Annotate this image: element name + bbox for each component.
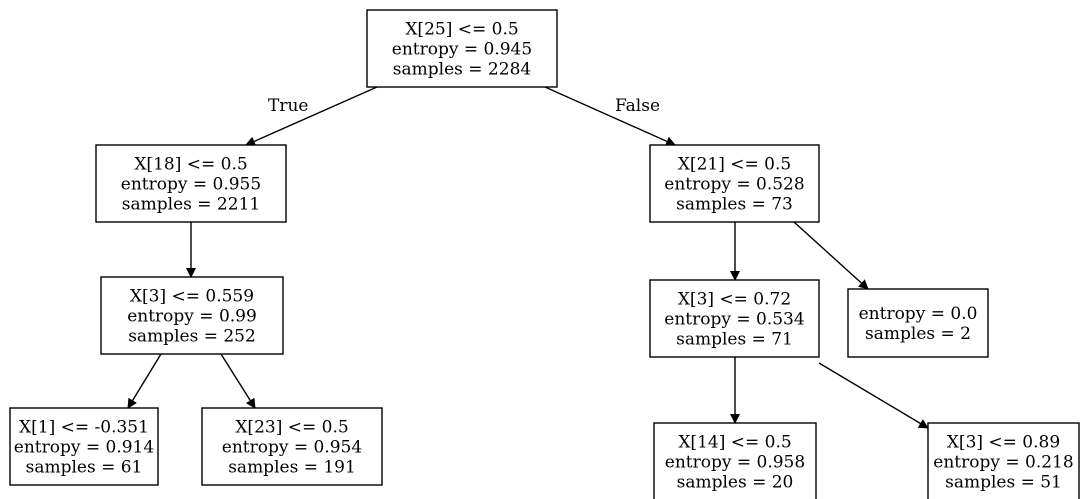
node-text-line: entropy = 0.955 (121, 175, 261, 195)
node-text-line: X[14] <= 0.5 (678, 433, 791, 453)
edge-label-false: False (615, 96, 660, 116)
edge-label-true: True (268, 96, 308, 116)
node-text-line: X[25] <= 0.5 (405, 20, 518, 40)
edge-n0-n5: False (544, 86, 676, 146)
edge-arrow (245, 86, 378, 146)
node-text-line: X[23] <= 0.5 (235, 418, 348, 438)
node-text-line: samples = 71 (676, 330, 793, 350)
edges-layer: True False (127, 86, 929, 429)
node-text-line: X[1] <= -0.351 (19, 418, 149, 438)
node-text-line: samples = 2284 (393, 60, 531, 80)
node-text-line: X[21] <= 0.5 (678, 155, 791, 175)
node-text-line: entropy = 0.914 (14, 438, 154, 458)
edge-arrow (793, 221, 869, 290)
edge-n5-n9 (793, 221, 869, 290)
edge-n2-n4 (220, 353, 256, 409)
edge-n0-n1: True (245, 86, 378, 146)
node-text-line: samples = 2211 (122, 195, 260, 215)
node-text-line: entropy = 0.958 (665, 453, 805, 473)
edge-arrow (127, 353, 162, 409)
node-box (649, 144, 820, 223)
node-box (95, 144, 287, 223)
node-text-line: X[18] <= 0.5 (134, 155, 247, 175)
node-text-line: X[3] <= 0.89 (947, 433, 1060, 453)
node-box (366, 9, 558, 88)
node-box (653, 422, 817, 499)
node-text-line: X[3] <= 0.72 (678, 290, 791, 310)
node-text-line: X[3] <= 0.559 (130, 287, 254, 307)
node-box (649, 279, 820, 358)
node-text-line: entropy = 0.954 (222, 438, 362, 458)
node-text-line: samples = 252 (128, 327, 256, 347)
edge-arrow (220, 353, 256, 409)
edge-n6-n8 (818, 362, 929, 429)
node-text-line: samples = 61 (26, 458, 143, 478)
node-box (927, 422, 1080, 499)
node-text-line: samples = 191 (228, 458, 356, 478)
node-text-line: samples = 20 (677, 473, 794, 493)
node-text-line: samples = 2 (865, 324, 971, 344)
node-text-line: samples = 73 (676, 195, 793, 215)
node-text-line: entropy = 0.945 (392, 40, 532, 60)
node-box (9, 407, 159, 486)
node-text-line: entropy = 0.528 (664, 175, 804, 195)
node-text-line: entropy = 0.99 (127, 307, 257, 327)
node-text-line: entropy = 0.534 (664, 310, 804, 330)
edge-arrow (818, 362, 929, 429)
node-box (847, 288, 989, 358)
edge-arrow (544, 86, 676, 146)
edge-n2-n3 (127, 353, 162, 409)
node-text-line: entropy = 0.0 (859, 304, 978, 324)
node-box (100, 276, 284, 355)
node-text-line: entropy = 0.218 (933, 453, 1073, 473)
node-box (201, 407, 383, 486)
node-text-line: samples = 51 (945, 473, 1062, 493)
